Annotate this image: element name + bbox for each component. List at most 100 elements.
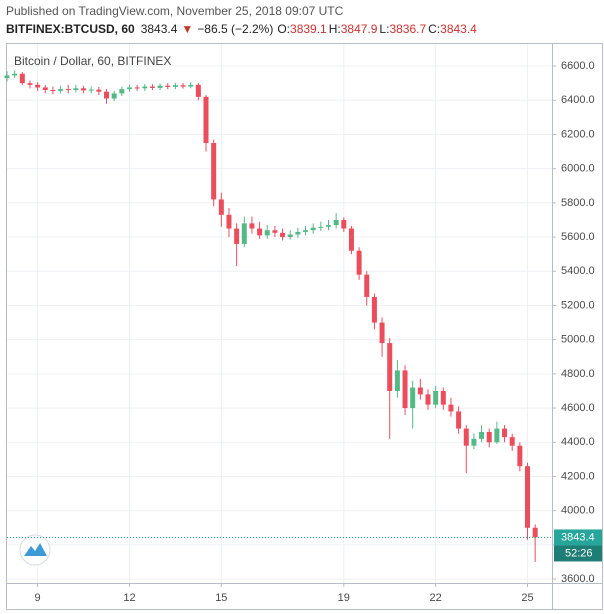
candle-body: [58, 89, 64, 91]
candle-body: [12, 73, 18, 76]
candle-body: [180, 85, 186, 87]
candle-body: [525, 466, 531, 528]
candle-body: [486, 432, 492, 443]
candle-body: [479, 432, 485, 439]
symbol-line: BITFINEX:BTCUSD, 60 3843.4 ▼ −86.5 (−2.2%) O…: [6, 22, 477, 36]
candle-body: [195, 84, 201, 97]
published-note: Published on TradingView.com, November 2…: [6, 4, 344, 18]
candle-body: [257, 228, 263, 236]
x-tick-label: 15: [215, 592, 227, 604]
candle-body: [42, 87, 48, 90]
x-tick-label: 25: [521, 592, 533, 604]
candle-body: [471, 438, 477, 446]
candle-body: [333, 219, 339, 226]
y-tick-label: 4400.0: [561, 436, 595, 448]
y-tick-label: 6000.0: [561, 163, 595, 175]
last-price-label: 3843.4: [561, 531, 595, 543]
chart-frame: [6, 43, 603, 610]
candle-body: [104, 91, 110, 99]
grid: [7, 44, 552, 583]
last-price: 3843.4: [141, 22, 178, 36]
candle-body: [341, 219, 347, 229]
y-tick-label: 4000.0: [561, 505, 595, 517]
close-value: 3843.4: [440, 22, 477, 36]
y-tick-label: 4800.0: [561, 368, 595, 380]
candle-body: [264, 230, 270, 236]
y-tick-label: 5400.0: [561, 265, 595, 277]
candle-body: [73, 88, 79, 90]
candle-body: [111, 93, 117, 99]
candle-body: [188, 84, 194, 87]
candle-body: [371, 296, 377, 323]
candle-body: [142, 86, 148, 89]
candle-body: [410, 387, 416, 409]
x-tick-label: 9: [35, 592, 41, 604]
candle-body: [318, 226, 324, 228]
candle-body: [96, 89, 102, 92]
x-tick-label: 12: [123, 592, 135, 604]
candle-body: [303, 230, 309, 232]
chart-title: Bitcoin / Dollar, 60, BITFINEX: [14, 54, 171, 68]
candle-body: [502, 428, 508, 438]
candle-body: [463, 428, 469, 446]
candle-body: [249, 223, 255, 229]
candle-body: [211, 143, 217, 200]
open-value: 3839.1: [290, 22, 327, 36]
y-tick-label: 6400.0: [561, 94, 595, 106]
candle-body: [172, 85, 178, 87]
candle-body: [440, 390, 446, 405]
candle-body: [402, 370, 408, 409]
candle-body: [356, 250, 362, 275]
candle-body: [149, 86, 155, 88]
candle-body: [348, 228, 354, 251]
candle-body: [165, 85, 171, 87]
candle-body: [379, 322, 385, 344]
candle-body: [394, 370, 400, 391]
x-tick-label: 19: [338, 592, 350, 604]
candle-body: [364, 274, 370, 297]
candle-body: [517, 445, 523, 467]
candle-body: [456, 411, 462, 429]
countdown: 52:26: [565, 547, 593, 559]
change: −86.5 (−2.2%): [197, 22, 273, 36]
countdown-box: [554, 545, 602, 562]
candle-body: [126, 87, 132, 90]
y-tick-label: 6600.0: [561, 60, 595, 72]
candle-body: [417, 387, 423, 395]
y-tick-label: 5600.0: [561, 231, 595, 243]
y-tick-label: 3600.0: [561, 573, 595, 585]
candle-body: [203, 96, 209, 144]
candle-body: [134, 87, 140, 89]
high-label: H:: [329, 22, 341, 36]
candle-body: [295, 231, 301, 235]
candle-body: [119, 89, 125, 94]
candle-body: [19, 73, 25, 84]
candle-body: [50, 89, 56, 91]
candle-body: [27, 83, 33, 85]
candle-body: [272, 230, 278, 233]
y-tick-label: 5000.0: [561, 334, 595, 346]
candles: [4, 70, 538, 562]
candle-body: [532, 527, 538, 538]
candle-body: [35, 84, 41, 88]
candle-body: [325, 225, 331, 227]
candle-body: [81, 88, 87, 91]
y-tick-label: 4600.0: [561, 402, 595, 414]
candle-body: [509, 437, 515, 446]
candle-body: [157, 85, 163, 88]
candle-body: [4, 75, 10, 79]
low-value: 3836.7: [389, 22, 426, 36]
published: Published on TradingView.com, November 2…: [6, 4, 344, 18]
candle-body: [425, 394, 431, 405]
candle-body: [218, 199, 224, 215]
candle-body: [310, 227, 316, 231]
candle-body: [226, 214, 232, 229]
open-label: O:: [277, 22, 290, 36]
candle-body: [287, 234, 293, 238]
candle-body: [65, 89, 71, 91]
symbol: BITFINEX:BTCUSD, 60: [6, 22, 135, 36]
x-tick-label: 22: [430, 592, 442, 604]
y-tick-label: 5800.0: [561, 197, 595, 209]
candle-body: [448, 404, 454, 412]
